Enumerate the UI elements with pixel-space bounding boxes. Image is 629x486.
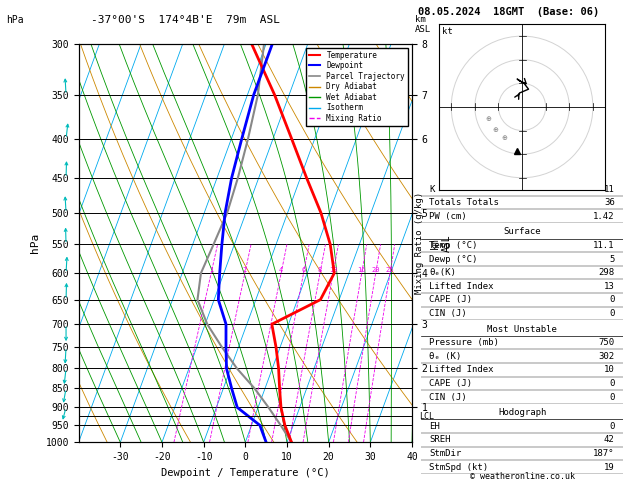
Text: hPa: hPa [6,15,24,25]
Text: 0: 0 [610,309,615,318]
Text: 302: 302 [599,352,615,361]
Text: 10: 10 [604,365,615,374]
Text: CIN (J): CIN (J) [430,309,467,318]
Text: 36: 36 [604,198,615,207]
Text: 4: 4 [279,267,283,273]
Text: 16: 16 [357,267,366,273]
Text: Lifted Index: Lifted Index [430,365,494,374]
Text: Temp (°C): Temp (°C) [430,241,478,250]
X-axis label: Dewpoint / Temperature (°C): Dewpoint / Temperature (°C) [161,468,330,478]
Text: ⊕: ⊕ [486,116,492,122]
Text: PW (cm): PW (cm) [430,212,467,221]
Text: CAPE (J): CAPE (J) [430,295,472,304]
Text: θₑ (K): θₑ (K) [430,352,462,361]
Text: CAPE (J): CAPE (J) [430,379,472,388]
Text: 0: 0 [610,379,615,388]
Text: kt: kt [442,27,452,36]
Text: Totals Totals: Totals Totals [430,198,499,207]
Text: ⊕: ⊕ [492,127,498,133]
Text: 0: 0 [610,393,615,401]
Text: StmSpd (kt): StmSpd (kt) [430,463,489,471]
Text: 08.05.2024  18GMT  (Base: 06): 08.05.2024 18GMT (Base: 06) [418,7,599,17]
Text: StmDir: StmDir [430,449,462,458]
Text: θₑ(K): θₑ(K) [430,268,457,277]
Text: 298: 298 [599,268,615,277]
Text: Lifted Index: Lifted Index [430,282,494,291]
Text: km
ASL: km ASL [415,15,431,34]
Text: 0: 0 [610,295,615,304]
Text: EH: EH [430,422,440,431]
Text: CIN (J): CIN (J) [430,393,467,401]
Text: 13: 13 [604,282,615,291]
Text: Surface: Surface [503,227,541,236]
Text: Dewp (°C): Dewp (°C) [430,255,478,263]
Text: 20: 20 [372,267,380,273]
Text: 2: 2 [243,267,247,273]
Y-axis label: hPa: hPa [30,233,40,253]
Text: Pressure (mb): Pressure (mb) [430,338,499,347]
Legend: Temperature, Dewpoint, Parcel Trajectory, Dry Adiabat, Wet Adiabat, Isotherm, Mi: Temperature, Dewpoint, Parcel Trajectory… [306,48,408,126]
Text: 11: 11 [604,185,615,193]
Text: 19: 19 [604,463,615,471]
Text: ⊕: ⊕ [501,135,508,140]
Text: SREH: SREH [430,435,451,444]
Y-axis label: km
ASL: km ASL [430,234,452,252]
Text: Most Unstable: Most Unstable [487,325,557,333]
Text: K: K [430,185,435,193]
Text: 11.1: 11.1 [593,241,615,250]
Text: 6: 6 [301,267,306,273]
Text: 8: 8 [318,267,322,273]
Text: 1: 1 [209,267,213,273]
Text: 42: 42 [604,435,615,444]
Text: © weatheronline.co.uk: © weatheronline.co.uk [470,472,574,481]
Text: 187°: 187° [593,449,615,458]
Text: 10: 10 [329,267,337,273]
Text: 5: 5 [610,255,615,263]
Text: 0: 0 [610,422,615,431]
Text: 25: 25 [386,267,394,273]
Text: Mixing Ratio (g/kg): Mixing Ratio (g/kg) [415,192,424,294]
Text: Hodograph: Hodograph [498,408,546,417]
Text: -37°00'S  174°4B'E  79m  ASL: -37°00'S 174°4B'E 79m ASL [91,15,280,25]
Text: LCL: LCL [419,412,434,421]
Text: 750: 750 [599,338,615,347]
Text: 1.42: 1.42 [593,212,615,221]
